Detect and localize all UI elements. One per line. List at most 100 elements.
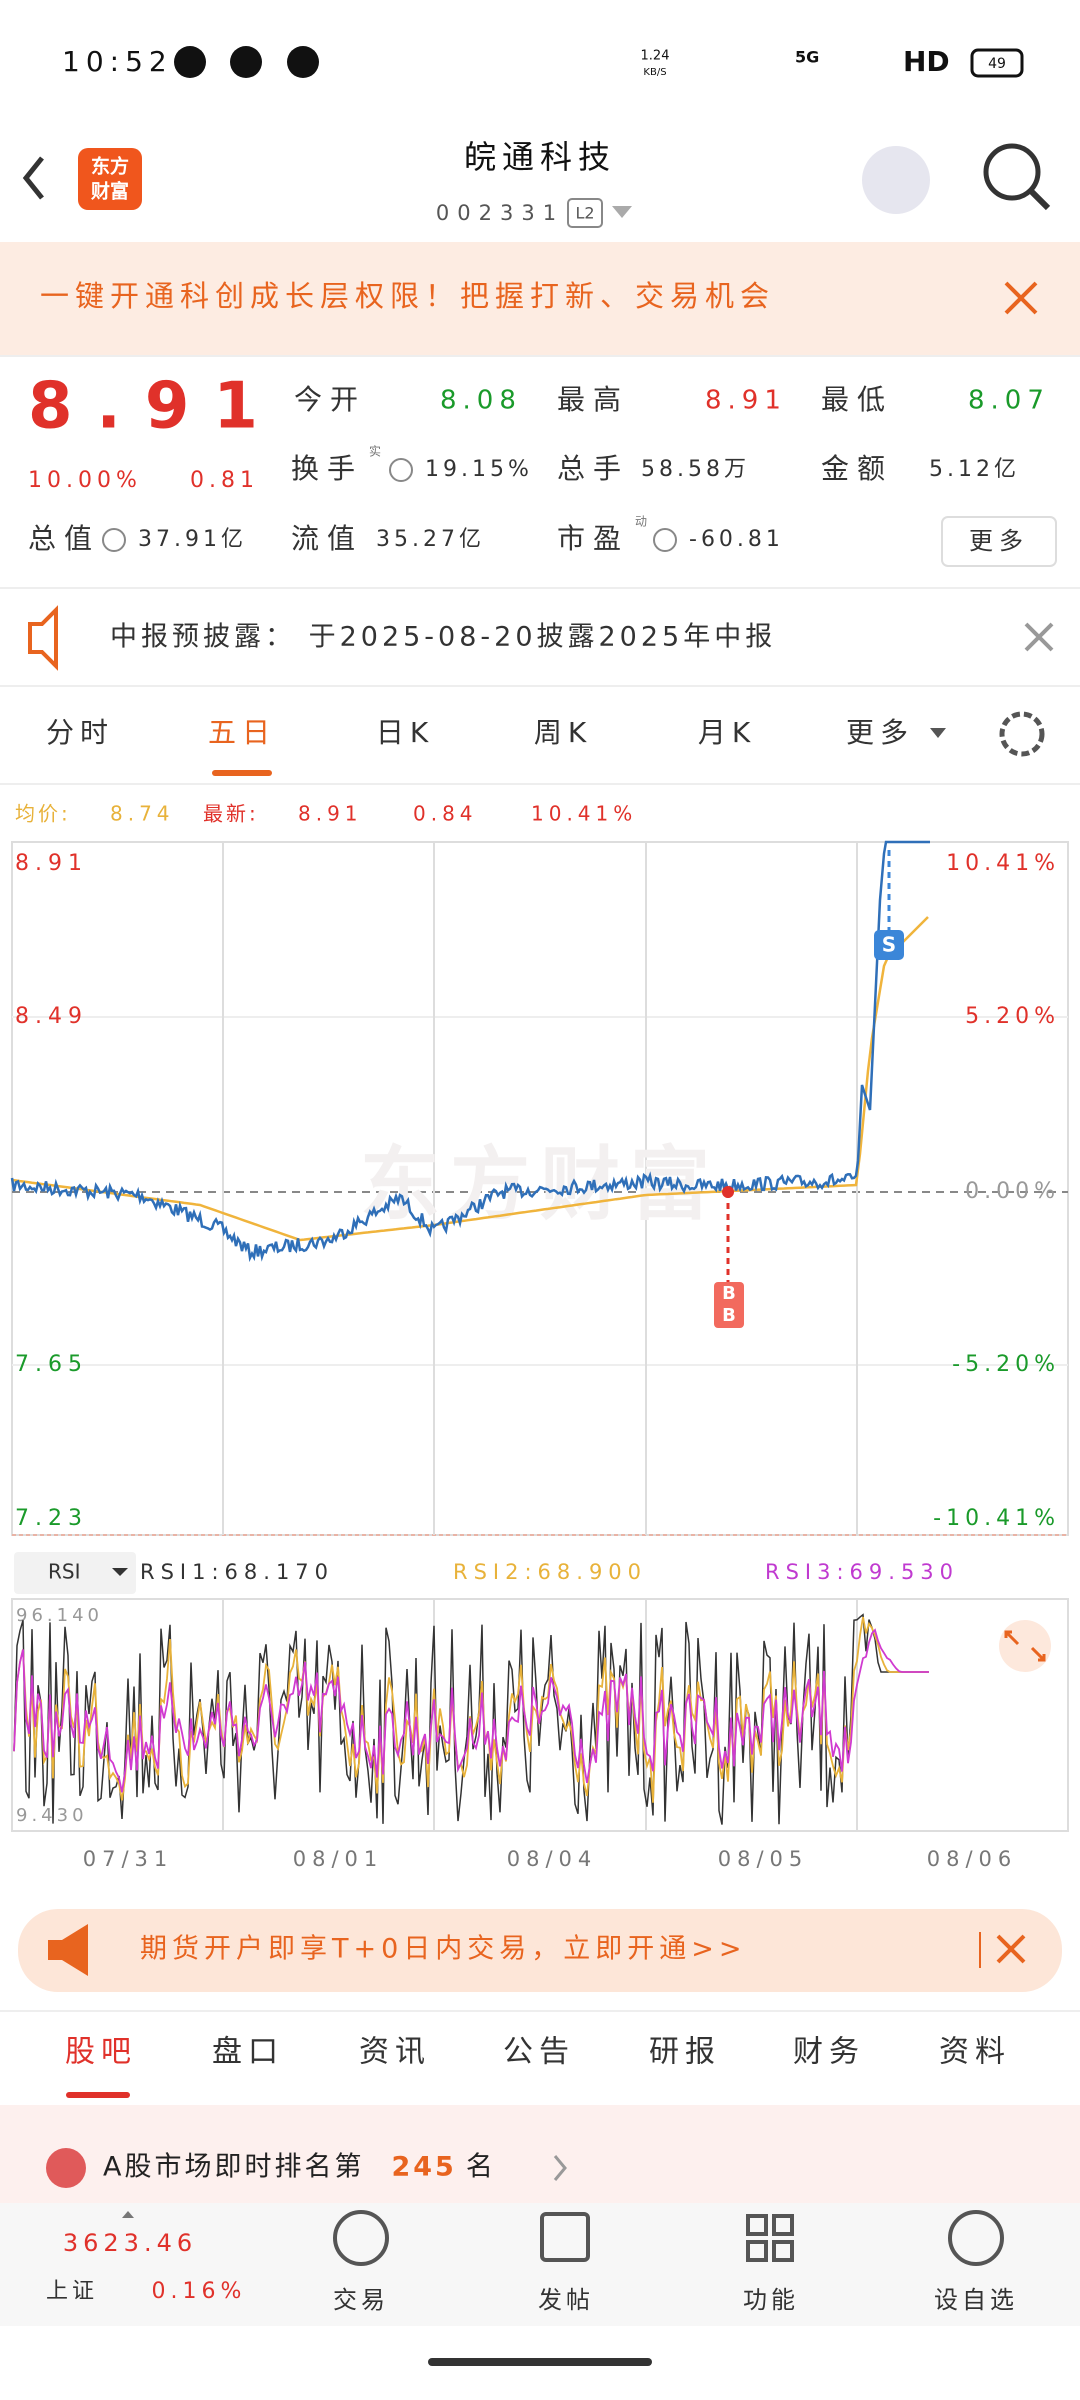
more-button[interactable] (941, 516, 1057, 567)
divider (0, 783, 1080, 785)
notice-close[interactable] (1024, 622, 1054, 652)
trade-icon[interactable] (333, 2210, 389, 2266)
avg-value: 8.74 (110, 802, 175, 826)
field-label: 最高 (557, 383, 629, 416)
chart-tab: 日K (376, 716, 434, 749)
search-button[interactable] (983, 143, 1041, 201)
divider (0, 587, 1080, 589)
field-label: 流值 (291, 522, 363, 555)
field-label: 今开 (294, 383, 366, 416)
avatar[interactable] (862, 146, 930, 214)
net-unit: KB/S (643, 67, 666, 78)
field-label: 市盈 (557, 522, 629, 555)
logo-text: 财富 (91, 180, 129, 203)
back-button[interactable] (22, 156, 44, 200)
last-value: 8.91 (298, 802, 363, 826)
post-icon[interactable] (540, 2212, 590, 2262)
nav-item: 交易 (333, 2286, 389, 2314)
nav-item: 发帖 (538, 2286, 594, 2314)
futures-banner-bg (18, 1909, 1062, 1992)
field-value: 58.58万 (641, 457, 750, 482)
tab-underline (212, 770, 272, 776)
ranking-prefix: A股市场即时排名第 (103, 2152, 364, 2183)
field-value: 5.12亿 (929, 457, 1020, 482)
date-label: 08/01 (293, 1847, 384, 1871)
bottom-tab: 公告 (503, 2035, 575, 2070)
chart-tab: 周K (534, 716, 592, 749)
field-label: 最低 (821, 383, 893, 416)
chevron (553, 2155, 567, 2181)
stock-name: 皖通科技 (464, 138, 616, 176)
banner-text: 一键开通科创成长层权限！把握打新、交易机会 (40, 279, 775, 313)
bottom-tab: 股吧 (65, 2035, 137, 2070)
field-label: 换手 (291, 452, 363, 485)
bottom-tab: 资料 (939, 2035, 1011, 2070)
home-indicator (428, 2358, 652, 2366)
battery-level: 49 (988, 56, 1006, 72)
futures-close[interactable] (996, 1934, 1026, 1964)
buy-marker: B (722, 1283, 736, 1304)
speaker-icon (28, 605, 58, 671)
app-logo (78, 148, 142, 210)
field-value: 8.07 (968, 386, 1050, 416)
search-handle (1028, 188, 1051, 211)
bottom-tab: 盘口 (212, 2035, 284, 2070)
hd: HD (903, 45, 950, 78)
net-speed: 1.24 (641, 49, 670, 64)
buy-badge (714, 1282, 744, 1328)
time: 10:52 (62, 45, 173, 78)
nav-item: 设自选 (934, 2286, 1018, 2314)
rsi3-line (13, 1628, 929, 1793)
notice-text: 中报预披露： 于2025-08-20披露2025年中报 (110, 622, 776, 653)
left-axis-label: 8.91 (15, 851, 88, 876)
watchlist-icon[interactable] (948, 2210, 1004, 2266)
chart-tab: 更多 (846, 716, 914, 749)
index-value: 3623.46 (63, 2229, 197, 2257)
left-axis-label: 7.65 (15, 1352, 88, 1377)
field-value: 35.27亿 (376, 527, 485, 552)
level: L2 (575, 204, 594, 223)
field-value: 8.08 (440, 386, 522, 416)
bottom-tab: 财务 (793, 2035, 865, 2070)
buy-marker: B (722, 1305, 736, 1326)
megaphone-icon (48, 1924, 88, 1976)
field-value: 19.15% (425, 457, 533, 482)
field-label: 总手 (557, 452, 629, 485)
sell-badge (874, 930, 904, 960)
function-icon[interactable] (746, 2214, 794, 2262)
last-label: 最新: (203, 802, 259, 826)
banner-close[interactable] (1004, 281, 1038, 315)
field-value: 37.91亿 (138, 527, 247, 552)
change-pct: 10.00% (28, 468, 142, 493)
date-label: 08/05 (718, 1847, 809, 1871)
expand-icon (1004, 1630, 1046, 1662)
info-icon (389, 458, 413, 482)
date-label: 08/04 (507, 1847, 598, 1871)
field-label: 金额 (821, 452, 893, 485)
chart-tab: 分时 (46, 716, 114, 749)
tab-underline (66, 2092, 130, 2098)
chart-tab: 月K (698, 716, 756, 749)
level-badge (567, 198, 603, 228)
settings-button[interactable] (999, 711, 1045, 757)
price-line (10, 840, 930, 1263)
divider (0, 355, 1080, 357)
divider (0, 2010, 1080, 2012)
dropdown (930, 728, 946, 738)
expand-button[interactable] (999, 1620, 1051, 1672)
right-axis-label: -5.20% (952, 1352, 1060, 1377)
index-name: 上证 (46, 2279, 98, 2304)
avg-label: 均价: (15, 802, 71, 826)
battery (970, 48, 1024, 78)
notification-icon (230, 46, 262, 78)
divider (0, 685, 1080, 687)
futures-text: 期货开户即享T+0日内交易，立即开通>> (140, 1934, 747, 1965)
right-axis-label: 0.00% (965, 1179, 1060, 1204)
rsi-selector[interactable] (14, 1552, 136, 1594)
stock-code: 002331 (436, 201, 564, 225)
banner-bg (0, 242, 1080, 355)
date-label: 08/06 (927, 1847, 1018, 1871)
left-axis-label: 7.23 (15, 1506, 88, 1531)
